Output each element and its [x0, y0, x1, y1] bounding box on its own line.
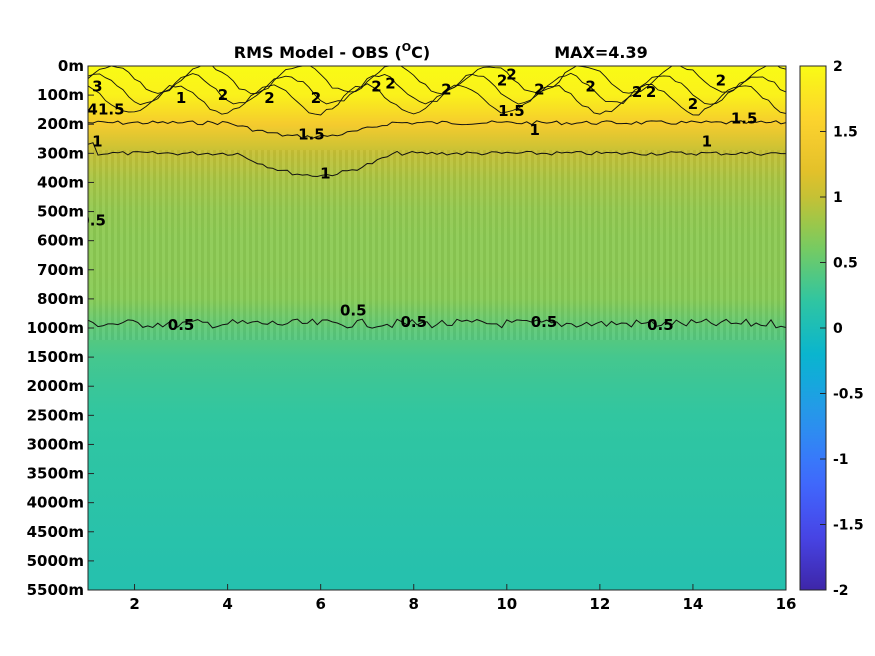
- contour-label: 1: [530, 121, 540, 139]
- contour-label: 1.5: [498, 102, 525, 120]
- contour-label: 2: [385, 74, 395, 92]
- contour-label: 2: [441, 80, 451, 98]
- max-annotation: MAX=4.39: [554, 43, 648, 62]
- colorbar-tick-label: -2: [833, 583, 849, 599]
- x-tick-label: 6: [315, 595, 325, 613]
- contour-2: [88, 72, 786, 106]
- colorbar-tick-label: -0.5: [833, 387, 864, 403]
- y-tick-label: 3500m: [27, 465, 84, 483]
- contour-label: 0.5: [79, 211, 106, 229]
- contour-1: [88, 142, 786, 178]
- x-tick-label: 16: [776, 595, 797, 613]
- y-tick-label: 4500m: [27, 523, 84, 541]
- contour-lines: [88, 66, 786, 329]
- contour-label: 0.5: [400, 313, 427, 331]
- x-tick-label: 8: [409, 595, 419, 613]
- y-axis: 0m 100m 200m 300m 400m 500m 600m 700m 800m 1000m 1…: [27, 57, 94, 599]
- contour-0.5: [88, 318, 786, 329]
- contour-label: 0.5: [531, 313, 558, 331]
- contour-label: 1.5: [731, 109, 758, 127]
- contour-label: 2: [264, 89, 274, 107]
- contour-label: 2: [585, 77, 595, 95]
- colorbar-tick-label: 1: [833, 190, 843, 206]
- contour-label: 0.5: [340, 302, 367, 320]
- contour-label: 1.5: [98, 101, 125, 119]
- contour-2: [88, 66, 786, 95]
- x-tick-label: 2: [129, 595, 139, 613]
- colorbar-tick-label: 2: [833, 59, 843, 75]
- contour-label: 2: [497, 72, 507, 90]
- chart-title: RMS Model - OBS (OC): [234, 41, 430, 62]
- colorbar-tick-label: -1.5: [833, 518, 864, 534]
- y-tick-label: 2500m: [27, 406, 84, 424]
- contour-label: 2: [311, 89, 321, 107]
- contour-label: 1: [320, 165, 330, 183]
- y-tick-label: 4000m: [27, 494, 84, 512]
- y-tick-label: 1500m: [27, 348, 84, 366]
- contour-label: 1: [176, 89, 186, 107]
- colorbar-axis: 2 1.5 1 0.5 0 -0.5 -1 -1.5 -2: [820, 59, 864, 599]
- colorbar-tick-label: -1: [833, 452, 849, 468]
- x-axis: 2 4 6 8 10 12 14 16: [129, 584, 796, 613]
- y-tick-label: 300m: [37, 144, 84, 162]
- contour-label: 0.5: [168, 316, 195, 334]
- contour-label: 2: [534, 80, 544, 98]
- contour-label: 2: [506, 66, 516, 84]
- y-tick-label: 2000m: [27, 377, 84, 395]
- contour-label: 1: [702, 133, 712, 151]
- y-tick-label: 0m: [58, 57, 84, 75]
- y-tick-label: 400m: [37, 173, 84, 191]
- y-tick-label: 800m: [37, 290, 84, 308]
- contour-label: 1: [92, 133, 102, 151]
- contour-2: [88, 83, 786, 116]
- contour-label: 2: [646, 83, 656, 101]
- y-tick-label: 600m: [37, 232, 84, 250]
- y-tick-label: 500m: [37, 203, 84, 221]
- y-tick-label: 1000m: [27, 319, 84, 337]
- heatmap-texture: [88, 150, 786, 340]
- x-tick-label: 4: [222, 595, 232, 613]
- contour-label: 2: [716, 72, 726, 90]
- y-tick-label: 700m: [37, 261, 84, 279]
- colorbar-tick-label: 0.5: [833, 256, 858, 272]
- contour-1.5: [88, 120, 786, 139]
- contour-label: 2: [371, 77, 381, 95]
- y-tick-label: 100m: [37, 86, 84, 104]
- colorbar-tick-label: 1.5: [833, 125, 858, 141]
- contour-label: 1.5: [298, 125, 325, 143]
- contour-label: 2: [632, 83, 642, 101]
- contour-label: 3: [92, 77, 102, 95]
- x-tick-label: 14: [682, 595, 703, 613]
- y-tick-label: 200m: [37, 115, 84, 133]
- x-tick-label: 10: [496, 595, 517, 613]
- y-tick-label: 5500m: [27, 581, 84, 599]
- colorbar-tick-label: 0: [833, 321, 843, 337]
- x-tick-label: 12: [589, 595, 610, 613]
- y-tick-label: 5000m: [27, 552, 84, 570]
- contour-label: 2: [688, 95, 698, 113]
- y-tick-label: 3000m: [27, 435, 84, 453]
- contour-label: 4: [87, 101, 97, 119]
- contour-label: 0.5: [647, 316, 674, 334]
- contour-label: 2: [218, 86, 228, 104]
